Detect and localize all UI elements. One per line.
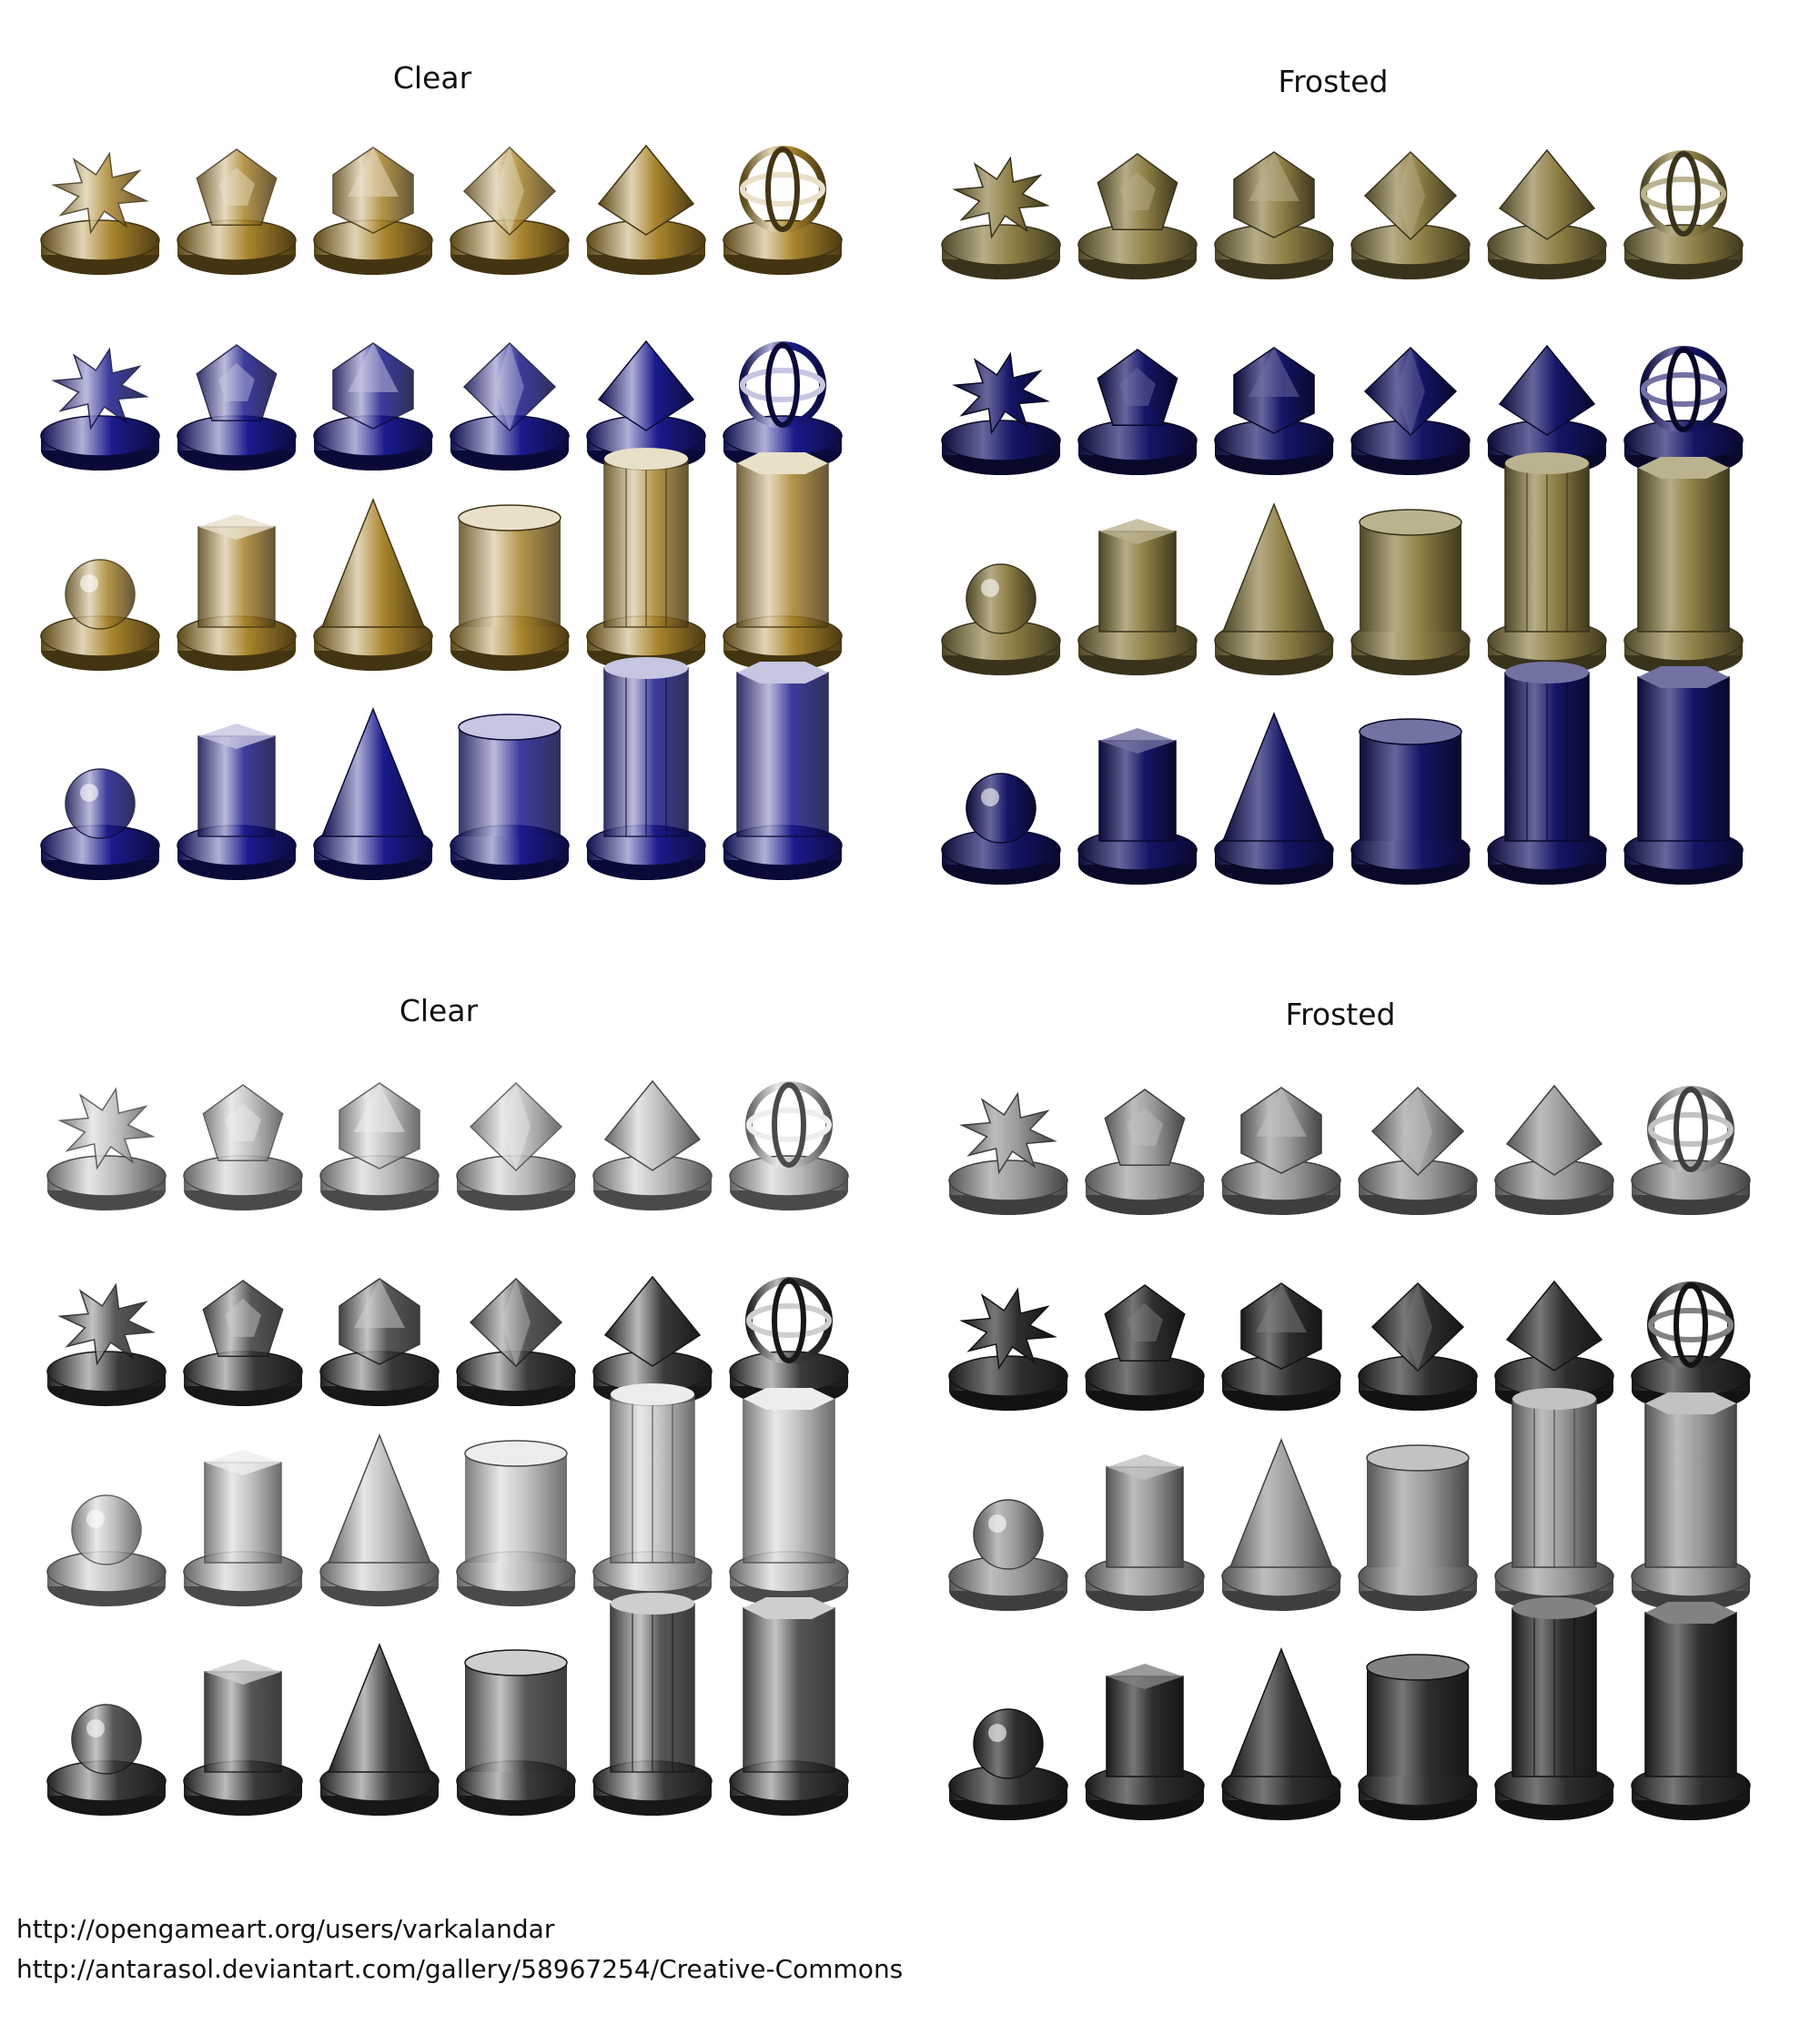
game-piece-tallstar xyxy=(1487,452,1607,675)
game-piece-dodeca xyxy=(1085,1284,1205,1411)
game-piece-sphere xyxy=(948,1499,1068,1611)
game-piece-icosa xyxy=(1214,347,1334,475)
game-piece-dodeca xyxy=(177,148,297,275)
game-piece-prism xyxy=(723,452,843,671)
game-piece-rings xyxy=(723,146,843,275)
game-piece-rings xyxy=(1631,1086,1751,1215)
game-piece-cylinder xyxy=(456,1649,576,1816)
game-piece-bicone xyxy=(592,1079,713,1210)
game-piece-star xyxy=(46,1087,167,1210)
game-piece-cone xyxy=(319,1433,440,1606)
game-piece-bicone xyxy=(1494,1084,1614,1215)
game-piece-sphere xyxy=(948,1708,1068,1820)
game-piece-star xyxy=(941,156,1061,279)
game-piece-tallstar xyxy=(592,1593,713,1816)
game-piece-dodeca xyxy=(1077,349,1198,475)
game-piece-rings xyxy=(723,341,843,471)
game-piece-prism xyxy=(729,1597,849,1816)
game-piece-star xyxy=(941,351,1061,475)
game-piece-prism xyxy=(1623,457,1744,675)
game-piece-cone xyxy=(313,706,433,880)
game-piece-icosa xyxy=(313,147,433,275)
game-piece-star xyxy=(40,347,160,471)
game-piece-cylinder xyxy=(1358,1444,1478,1611)
game-piece-cube xyxy=(1085,1664,1205,1820)
game-piece-dodeca xyxy=(177,344,297,471)
game-piece-octa xyxy=(450,146,570,275)
game-piece-tallstar xyxy=(592,1383,713,1606)
game-piece-icosa xyxy=(313,342,433,471)
game-piece-sphere xyxy=(941,563,1061,675)
game-piece-cube xyxy=(183,1659,303,1816)
game-piece-prism xyxy=(729,1388,849,1606)
game-piece-cube xyxy=(1077,519,1198,675)
game-piece-prism xyxy=(1623,666,1744,885)
game-piece-cylinder xyxy=(1350,718,1471,885)
game-piece-prism xyxy=(723,662,843,880)
game-piece-rings xyxy=(1631,1281,1751,1411)
game-piece-prism xyxy=(1631,1602,1751,1820)
panel-title-top-right: Frosted xyxy=(1278,64,1389,99)
game-piece-octa xyxy=(456,1081,576,1210)
game-piece-tallstar xyxy=(1494,1597,1614,1820)
game-piece-cylinder xyxy=(1358,1654,1478,1820)
credit-link-opengameart[interactable]: http://opengameart.org/users/varkalandar xyxy=(16,1914,555,1944)
game-piece-dodeca xyxy=(1085,1088,1205,1215)
game-piece-icosa xyxy=(1221,1087,1341,1215)
game-piece-rings xyxy=(729,1277,849,1406)
game-piece-tallstar xyxy=(586,448,706,671)
game-piece-cone xyxy=(1221,1646,1341,1820)
game-piece-bicone xyxy=(586,144,706,275)
game-piece-octa xyxy=(450,341,570,471)
game-piece-tallstar xyxy=(586,657,706,880)
game-piece-cylinder xyxy=(450,504,570,671)
game-piece-cylinder xyxy=(1350,509,1471,675)
game-piece-cylinder xyxy=(450,714,570,880)
game-piece-cube xyxy=(1085,1454,1205,1611)
game-piece-star xyxy=(948,1091,1068,1215)
game-piece-cone xyxy=(1214,501,1334,675)
game-piece-star xyxy=(46,1282,167,1406)
game-piece-sphere xyxy=(46,1704,167,1816)
game-piece-octa xyxy=(1350,150,1471,279)
game-piece-cone xyxy=(1221,1437,1341,1611)
game-piece-octa xyxy=(456,1277,576,1406)
credit-link-deviantart[interactable]: http://antarasol.deviantart.com/gallery/… xyxy=(16,1954,904,1984)
game-piece-rings xyxy=(1623,150,1744,279)
game-piece-icosa xyxy=(319,1278,440,1406)
game-piece-tallstar xyxy=(1487,662,1607,885)
game-piece-octa xyxy=(1358,1086,1478,1215)
game-piece-icosa xyxy=(1221,1282,1341,1411)
game-piece-cube xyxy=(183,1450,303,1606)
game-piece-rings xyxy=(729,1081,849,1210)
game-piece-octa xyxy=(1358,1281,1478,1411)
game-piece-octa xyxy=(1350,346,1471,475)
game-piece-sphere xyxy=(46,1494,167,1606)
game-piece-dodeca xyxy=(1077,153,1198,279)
game-piece-cone xyxy=(313,497,433,671)
game-piece-dodeca xyxy=(183,1084,303,1210)
game-piece-rings xyxy=(1623,346,1744,475)
panel-title-bottom-right: Frosted xyxy=(1285,997,1396,1032)
game-piece-cone xyxy=(319,1642,440,1816)
game-piece-sphere xyxy=(40,559,160,671)
game-piece-star xyxy=(948,1287,1068,1411)
game-piece-icosa xyxy=(1214,151,1334,279)
game-piece-star xyxy=(40,151,160,275)
game-piece-cone xyxy=(1214,711,1334,885)
game-piece-cube xyxy=(1077,728,1198,885)
game-piece-bicone xyxy=(1487,148,1607,279)
game-piece-cube xyxy=(177,724,297,880)
game-piece-tallstar xyxy=(1494,1388,1614,1611)
panel-title-bottom-left: Clear xyxy=(399,993,479,1028)
game-piece-sphere xyxy=(941,773,1061,885)
game-piece-prism xyxy=(1631,1392,1751,1611)
game-piece-sphere xyxy=(40,768,160,880)
game-piece-dodeca xyxy=(183,1280,303,1406)
game-piece-icosa xyxy=(319,1082,440,1210)
panel-title-top-left: Clear xyxy=(392,60,472,96)
game-piece-cube xyxy=(177,514,297,671)
game-piece-cylinder xyxy=(456,1440,576,1606)
